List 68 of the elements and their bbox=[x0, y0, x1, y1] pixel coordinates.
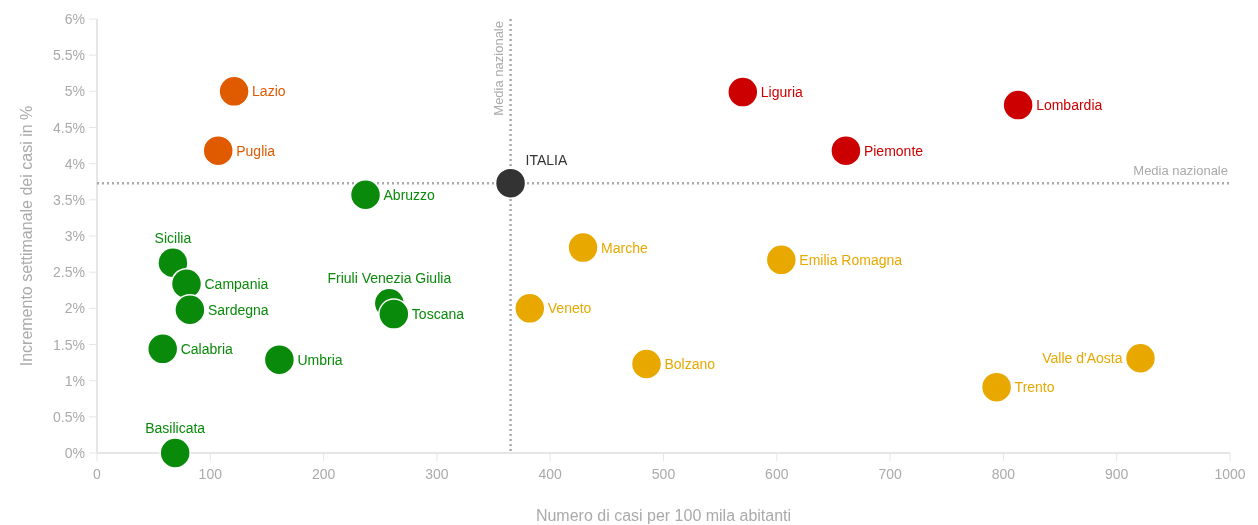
point bbox=[378, 298, 410, 330]
y-tick-label: 5% bbox=[64, 83, 85, 100]
x-tick-label: 1000 bbox=[1214, 466, 1246, 482]
point bbox=[218, 75, 250, 108]
x-tick-label: 400 bbox=[538, 466, 563, 482]
point bbox=[980, 371, 1013, 403]
x-axis-title: Numero di casi per 100 mila abitanti bbox=[535, 507, 792, 524]
point bbox=[765, 244, 798, 276]
series-label: Veneto bbox=[547, 300, 592, 317]
y-tick-label: 1% bbox=[64, 372, 85, 389]
series-label: Toscana bbox=[411, 306, 465, 323]
x-tick-label: 600 bbox=[765, 466, 789, 482]
series-label: Umbria bbox=[297, 351, 343, 368]
x-tick-label: 100 bbox=[198, 466, 223, 482]
point bbox=[170, 268, 203, 300]
series-label: ITALIA bbox=[525, 152, 568, 169]
point bbox=[146, 333, 179, 365]
point bbox=[494, 167, 527, 199]
point bbox=[830, 134, 862, 167]
y-axis-title: Incremento settimanale dei casi in % bbox=[18, 105, 35, 367]
x-tick-label: 800 bbox=[991, 466, 1016, 482]
point bbox=[1124, 342, 1157, 374]
series-label: Calabria bbox=[180, 340, 234, 357]
point bbox=[349, 179, 382, 211]
y-tick-label: 2% bbox=[64, 300, 85, 317]
y-tick-label: 3.5% bbox=[53, 191, 85, 208]
ref-line-label: Media nazionale bbox=[490, 21, 506, 116]
y-tick-label: 4% bbox=[64, 155, 85, 172]
point bbox=[514, 292, 546, 325]
point bbox=[159, 437, 191, 469]
series-label: Lombardia bbox=[1036, 97, 1103, 114]
series-label: Sicilia bbox=[154, 229, 192, 246]
y-tick-label: 5.5% bbox=[53, 47, 85, 64]
series-label: Piemonte bbox=[863, 142, 924, 159]
series-label: Campania bbox=[204, 275, 269, 292]
series-label: Basilicata bbox=[145, 420, 206, 436]
x-tick-label: 900 bbox=[1105, 466, 1129, 482]
series-label: Marche bbox=[601, 239, 648, 256]
series-label: Liguria bbox=[760, 84, 804, 101]
y-tick-label: 0.5% bbox=[53, 408, 85, 425]
x-tick-label: 500 bbox=[651, 466, 676, 482]
x-tick-label: 300 bbox=[425, 466, 449, 482]
x-tick-label: 0 bbox=[93, 466, 102, 482]
point bbox=[630, 348, 663, 380]
y-tick-label: 1.5% bbox=[53, 336, 85, 353]
point bbox=[202, 134, 234, 167]
series-label: Sardegna bbox=[207, 301, 269, 318]
series-label: Bolzano bbox=[664, 356, 716, 373]
series-label: Emilia Romagna bbox=[799, 251, 903, 268]
series-label: Valle d'Aosta bbox=[1042, 350, 1123, 367]
series-label: Abruzzo bbox=[383, 186, 436, 203]
series-label: Puglia bbox=[236, 142, 276, 159]
y-tick-label: 6% bbox=[64, 11, 85, 27]
point bbox=[174, 294, 206, 326]
y-tick-label: 4.5% bbox=[53, 119, 85, 136]
y-tick-label: 3% bbox=[64, 228, 85, 244]
series-label: Friuli Venezia Giulia bbox=[327, 270, 452, 287]
series-label: Lazio bbox=[252, 83, 286, 100]
point bbox=[567, 231, 599, 264]
series-label: Trento bbox=[1014, 379, 1055, 396]
ref-line-label: Media nazionale bbox=[1133, 163, 1228, 179]
point bbox=[727, 76, 759, 108]
x-tick-label: 700 bbox=[878, 466, 902, 482]
point bbox=[1002, 89, 1034, 121]
y-tick-label: 2.5% bbox=[53, 264, 85, 281]
x-tick-label: 200 bbox=[311, 466, 336, 482]
point bbox=[263, 343, 296, 376]
y-tick-label: 0% bbox=[64, 445, 85, 461]
